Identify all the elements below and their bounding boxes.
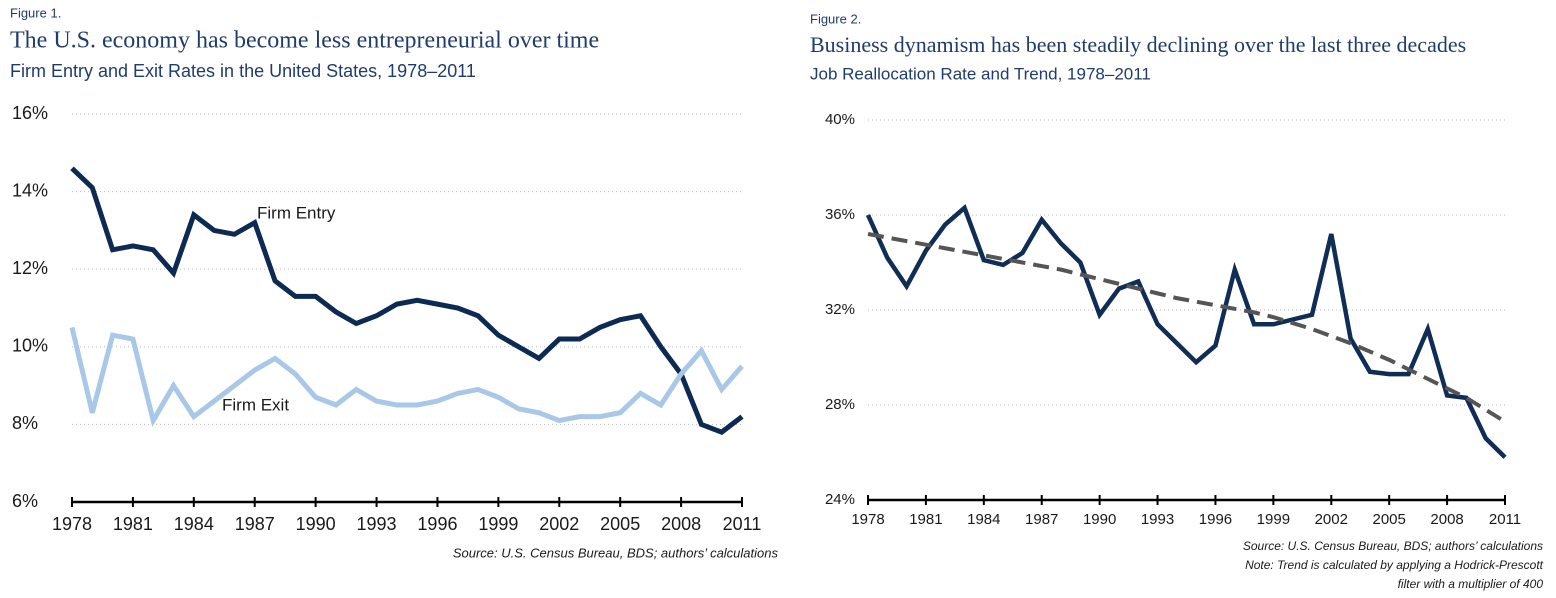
series-line	[69, 326, 744, 428]
y-tick-label: 8%	[12, 413, 38, 433]
chart-title: Business dynamism has been steadily decl…	[810, 32, 1466, 57]
source-note: Note: Trend is calculated by applying a …	[1245, 558, 1544, 572]
x-tick-label: 2011	[723, 514, 762, 534]
series-line	[865, 204, 1507, 459]
x-tick-label: 1990	[296, 514, 336, 534]
y-tick-label: 14%	[12, 180, 48, 200]
x-tick-label: 2002	[1315, 511, 1348, 528]
figure-label: Figure 2.	[810, 11, 861, 26]
chart-subtitle: Job Reallocation Rate and Trend, 1978–20…	[810, 64, 1151, 83]
x-tick-label: 1987	[235, 514, 275, 534]
series-label: Firm Entry	[257, 203, 336, 222]
x-tick-label: 1987	[1025, 511, 1058, 528]
x-tick-label: 2008	[1430, 511, 1463, 528]
x-tick-label: 1996	[1199, 511, 1232, 528]
figure-label: Figure 1.	[10, 5, 61, 20]
x-tick-label: 1981	[909, 511, 942, 528]
y-tick-label: 12%	[12, 258, 48, 278]
source-note: Source: U.S. Census Bureau, BDS; authors…	[1243, 539, 1543, 553]
x-tick-label: 1984	[967, 511, 1000, 528]
y-tick-label: 28%	[825, 396, 855, 413]
chart-subtitle: Firm Entry and Exit Rates in the United …	[10, 61, 476, 81]
x-tick-label: 1978	[52, 514, 92, 534]
series-label: Firm Exit	[222, 395, 289, 414]
x-tick-label: 1981	[113, 514, 153, 534]
x-tick-label: 1996	[417, 514, 457, 534]
chart-title: The U.S. economy has become less entrepr…	[10, 28, 599, 54]
y-tick-label: 32%	[825, 301, 855, 318]
x-tick-label: 1990	[1083, 511, 1116, 528]
x-tick-label: 1993	[357, 514, 397, 534]
source-note: Source: U.S. Census Bureau, BDS; authors…	[453, 545, 779, 560]
x-tick-label: 2008	[661, 514, 701, 534]
y-tick-label: 36%	[825, 206, 855, 223]
x-tick-label: 1984	[174, 514, 214, 534]
x-tick-label: 2011	[1489, 511, 1521, 528]
x-tick-label: 1993	[1141, 511, 1174, 528]
x-tick-label: 1999	[1257, 511, 1290, 528]
y-tick-label: 40%	[825, 111, 855, 128]
trend-line	[867, 232, 1507, 424]
x-tick-label: 2005	[1372, 511, 1405, 528]
x-tick-label: 2005	[600, 514, 640, 534]
y-tick-label: 24%	[825, 491, 855, 508]
x-tick-label: 2002	[539, 514, 579, 534]
y-tick-label: 6%	[12, 491, 38, 511]
y-tick-label: 16%	[12, 103, 48, 123]
x-tick-label: 1978	[851, 511, 884, 528]
series-line	[70, 166, 744, 435]
source-note: filter with a multiplier of 400	[1398, 577, 1544, 591]
x-tick-label: 1999	[478, 514, 518, 534]
y-tick-label: 10%	[12, 336, 48, 356]
